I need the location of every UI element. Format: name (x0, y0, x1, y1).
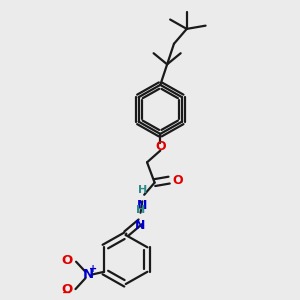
Text: O: O (172, 174, 183, 187)
Text: N: N (135, 219, 146, 232)
Text: O: O (155, 140, 166, 153)
Text: O: O (61, 254, 73, 267)
Text: N: N (82, 268, 93, 281)
Text: +: + (89, 265, 97, 275)
Text: H: H (136, 205, 145, 215)
Text: N: N (137, 199, 148, 212)
Text: H: H (138, 185, 147, 195)
Text: −: − (61, 287, 71, 298)
Text: O: O (61, 283, 73, 296)
